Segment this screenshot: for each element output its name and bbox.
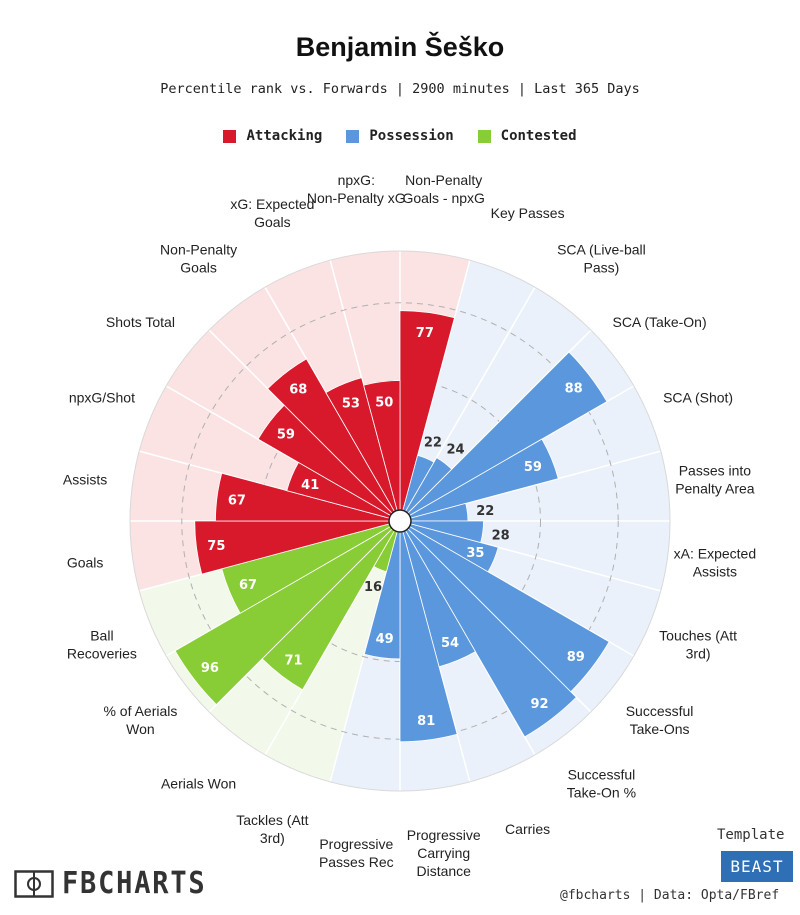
- template-label: Template: [717, 827, 785, 843]
- axis-label-progressive-passes-rec: Progressive Passes Rec: [319, 836, 394, 870]
- legend-item-possession: Possession: [346, 128, 454, 144]
- template-badge: BEAST: [721, 851, 793, 882]
- center-hole: [388, 509, 412, 533]
- value-label-shots-total: 59: [277, 427, 295, 442]
- axis-label-touches-att-3rd: Touches (Att 3rd): [659, 627, 737, 661]
- legend-swatch-attacking: [223, 129, 237, 143]
- axis-label-progressive-carrying-distance: Progressive Carrying Distance: [407, 827, 481, 879]
- axis-label-non-penalty-goals-npxg: Non-Penalty Goals - npxG: [402, 172, 484, 206]
- sector-bg-sca-live-ball-pass: [405, 287, 591, 514]
- axis-label-xg-expected-goals: xG: Expected Goals: [230, 196, 314, 230]
- data-credits: @fbcharts | Data: Opta/FBref: [560, 888, 780, 903]
- value-label-non-penalty-goals-npxg: 77: [416, 326, 434, 341]
- fbcharts-logo: FBCHARTS: [14, 866, 223, 901]
- value-label-non-penalty-goals: 68: [289, 382, 307, 397]
- legend: Attacking Possession Contested: [0, 128, 800, 144]
- legend-item-attacking: Attacking: [223, 128, 322, 144]
- axis-label-non-penalty-goals: Non-Penalty Goals: [160, 242, 237, 276]
- value-label-xg-expected-goals: 53: [342, 396, 360, 411]
- legend-label-attacking: Attacking: [246, 128, 323, 144]
- axis-label-tackles-att-3rd: Tackles (Att 3rd): [236, 812, 308, 846]
- value-label-carries: 54: [441, 636, 459, 651]
- value-label-aerials-won: 71: [284, 654, 302, 669]
- value-label-ball-recoveries: 67: [239, 578, 257, 593]
- value-label-progressive-carrying-distance: 81: [417, 714, 435, 729]
- axis-label-assists: Assists: [63, 472, 107, 488]
- axis-label-npxg-non-penalty-xg: npxG: Non-Penalty xG: [307, 172, 406, 206]
- axis-label-sca-shot: SCA (Shot): [663, 390, 733, 406]
- value-label-assists: 67: [228, 494, 246, 509]
- axis-label-ball-recoveries: Ball Recoveries: [67, 627, 137, 661]
- value-label-sca-take-on: 88: [565, 382, 583, 397]
- value-label-goals: 75: [207, 539, 225, 554]
- axis-label-of-aerials-won: % of Aerials Won: [103, 703, 177, 737]
- value-label-of-aerials-won: 96: [201, 661, 219, 676]
- axis-label-successful-take-on: Successful Take-On %: [567, 766, 636, 800]
- value-label-progressive-passes-rec: 49: [376, 632, 394, 647]
- outer-ring: [129, 250, 671, 792]
- legend-swatch-possession: [346, 129, 360, 143]
- axis-label-sca-take-on: SCA (Take-On): [612, 314, 706, 330]
- value-label-npxg-non-penalty-xg: 50: [375, 396, 393, 411]
- value-label-successful-take-ons: 89: [567, 650, 585, 665]
- axis-label-shots-total: Shots Total: [106, 314, 175, 330]
- sector-bg-tackles-att-3rd: [265, 530, 398, 782]
- value-label-successful-take-on: 92: [531, 697, 549, 712]
- legend-label-possession: Possession: [369, 128, 454, 144]
- legend-swatch-contested: [477, 129, 491, 143]
- axis-label-carries: Carries: [505, 821, 550, 837]
- value-label-sca-shot: 59: [524, 460, 542, 475]
- value-label-npxg-shot: 41: [301, 478, 319, 493]
- chart-subtitle: Percentile rank vs. Forwards | 2900 minu…: [160, 81, 640, 97]
- value-label-tackles-att-3rd: 16: [364, 580, 382, 595]
- value-label-xa-expected-assists: 28: [492, 528, 510, 543]
- value-label-passes-into-penalty-area: 22: [476, 504, 494, 519]
- axis-label-key-passes: Key Passes: [491, 205, 565, 221]
- pitch-icon: [14, 869, 54, 898]
- chart-title: Benjamin Šeško: [295, 32, 505, 62]
- brand-text: FBCHARTS: [62, 866, 207, 901]
- legend-label-contested: Contested: [500, 128, 577, 144]
- axis-label-goals: Goals: [67, 554, 104, 570]
- legend-item-contested: Contested: [477, 128, 577, 144]
- axis-label-xa-expected-assists: xA: Expected Assists: [674, 545, 757, 579]
- value-label-sca-live-ball-pass: 24: [446, 443, 464, 458]
- axis-label-sca-live-ball-pass: SCA (Live-ball Pass): [557, 242, 646, 276]
- axis-label-passes-into-penalty-area: Passes into Penalty Area: [675, 463, 755, 497]
- sector-bg-key-passes: [402, 260, 535, 512]
- axis-label-successful-take-ons: Successful Take-Ons: [626, 703, 694, 737]
- sector-bg-passes-into-penalty-area: [410, 451, 670, 521]
- value-label-key-passes: 22: [424, 436, 442, 451]
- axis-label-npxg-shot: npxG/Shot: [69, 390, 135, 406]
- value-label-touches-att-3rd: 35: [466, 546, 484, 561]
- axis-label-aerials-won: Aerials Won: [161, 775, 236, 791]
